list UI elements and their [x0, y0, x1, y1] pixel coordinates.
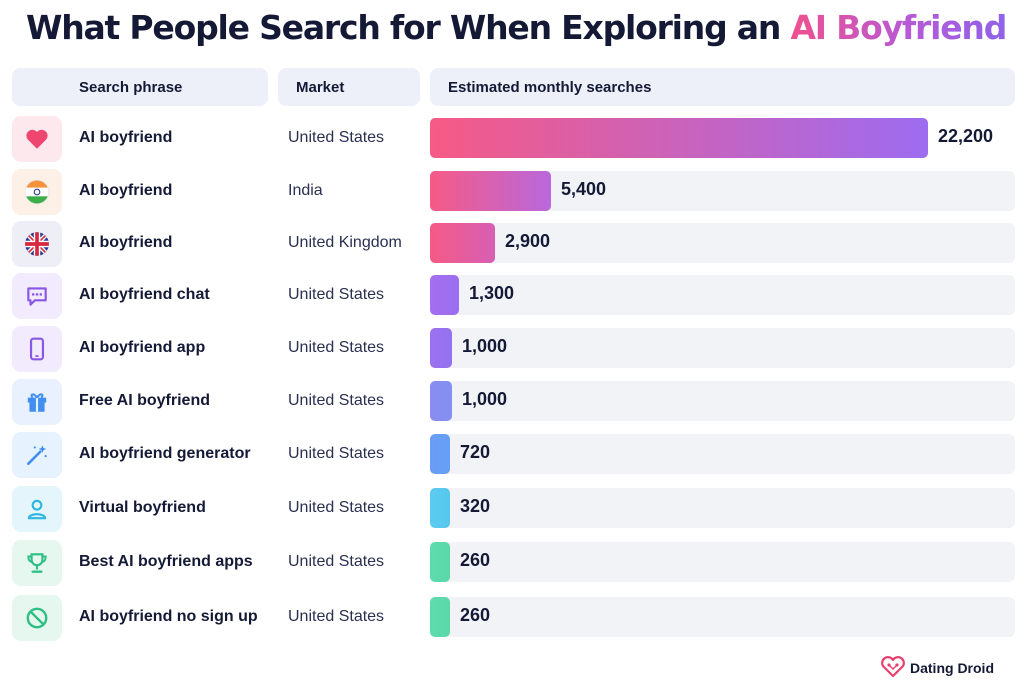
data-label: 22,200	[938, 126, 994, 146]
data-label: 1,000	[462, 336, 508, 356]
bar	[430, 223, 495, 263]
bar-track	[430, 597, 1015, 637]
bar-track	[430, 381, 1015, 421]
title-highlight: AI Boyfriend	[790, 8, 1007, 47]
header-search-phrase-label: Search phrase	[79, 78, 183, 96]
gift-icon	[12, 379, 62, 425]
search-phrase: AI boyfriend	[79, 129, 173, 146]
bar	[430, 328, 452, 368]
bar	[430, 118, 928, 158]
header-market: Market	[278, 68, 420, 106]
uk-flag-icon	[12, 221, 62, 267]
chart-row: AI boyfriend India 5,400	[0, 169, 1024, 215]
market: United States	[288, 129, 385, 146]
user-icon	[12, 486, 62, 532]
data-label: 1,300	[469, 283, 515, 303]
magic-wand-icon	[12, 432, 62, 478]
data-label: 260	[460, 550, 491, 570]
bar	[430, 275, 459, 315]
bar	[430, 171, 551, 211]
chart-row: AI boyfriend United States 22,200	[0, 116, 1024, 162]
market: United States	[288, 339, 385, 356]
bar-track	[430, 542, 1015, 582]
chart-row: AI boyfriend no sign up United States 260	[0, 595, 1024, 641]
market: United States	[288, 286, 385, 303]
search-phrase: AI boyfriend	[79, 182, 173, 199]
search-phrase: Free AI boyfriend	[79, 392, 210, 409]
market: United States	[288, 553, 385, 570]
header-estimated-searches-label: Estimated monthly searches	[448, 78, 652, 96]
chart-row: AI boyfriend generator United States 720	[0, 432, 1024, 478]
bar	[430, 488, 450, 528]
chart-row: AI boyfriend chat United States 1,300	[0, 273, 1024, 319]
chart-title: What People Search for When Exploring an…	[26, 8, 1016, 54]
market: United States	[288, 499, 385, 516]
search-phrase: AI boyfriend	[79, 234, 173, 251]
bar-track	[430, 488, 1015, 528]
bar-track	[430, 275, 1015, 315]
header-estimated-searches: Estimated monthly searches	[430, 68, 1015, 106]
search-phrase: AI boyfriend app	[79, 339, 206, 356]
data-label: 2,900	[505, 231, 551, 251]
search-phrase: AI boyfriend generator	[79, 445, 251, 462]
data-label: 5,400	[561, 179, 607, 199]
india-flag-icon	[12, 169, 62, 215]
heart-circuit-icon	[880, 655, 906, 681]
bar-track	[430, 223, 1015, 263]
chart-row: Virtual boyfriend United States 320	[0, 486, 1024, 532]
data-label: 1,000	[462, 389, 508, 409]
header-market-label: Market	[296, 78, 345, 96]
trophy-icon	[12, 540, 62, 586]
data-label: 720	[460, 442, 491, 462]
brand-logo: Dating Droid	[880, 655, 994, 681]
data-label: 260	[460, 605, 491, 625]
search-phrase: Virtual boyfriend	[79, 499, 206, 516]
bar	[430, 542, 450, 582]
chart-row: Free AI boyfriend United States 1,000	[0, 379, 1024, 425]
no-sign-icon	[12, 595, 62, 641]
data-label: 320	[460, 496, 491, 516]
search-phrase: AI boyfriend chat	[79, 286, 210, 303]
brand-name: Dating Droid	[910, 660, 994, 676]
title-main: What People Search for When Exploring an	[26, 8, 791, 47]
chat-bubble-icon	[12, 273, 62, 319]
bar-track	[430, 328, 1015, 368]
chart-row: AI boyfriend United Kingdom 2,900	[0, 221, 1024, 267]
bar-track	[430, 434, 1015, 474]
heart-icon	[12, 116, 62, 162]
bar	[430, 597, 450, 637]
market: United States	[288, 608, 385, 625]
bar	[430, 434, 450, 474]
chart-row: Best AI boyfriend apps United States 260	[0, 540, 1024, 586]
market: India	[288, 182, 323, 199]
chart-row: AI boyfriend app United States 1,000	[0, 326, 1024, 372]
bar	[430, 381, 452, 421]
smartphone-icon	[12, 326, 62, 372]
search-phrase: Best AI boyfriend apps	[79, 553, 253, 570]
market: United States	[288, 392, 385, 409]
market: United Kingdom	[288, 234, 402, 251]
header-search-phrase: Search phrase	[12, 68, 268, 106]
market: United States	[288, 445, 385, 462]
search-phrase: AI boyfriend no sign up	[79, 608, 258, 625]
